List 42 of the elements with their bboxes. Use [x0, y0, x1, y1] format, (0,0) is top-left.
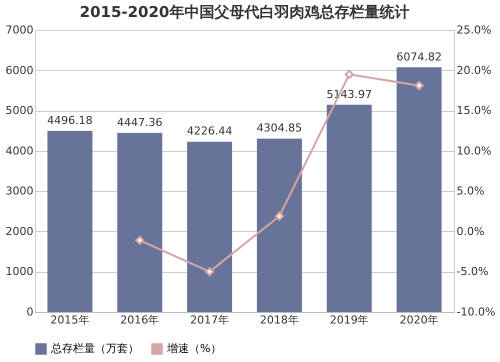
- bar: [117, 132, 162, 312]
- x-tick-label: 2018年: [260, 314, 299, 326]
- point: [414, 81, 424, 90]
- y-tick-label: 7000: [6, 24, 34, 36]
- point: [205, 267, 214, 276]
- y2-tick-label: 20.0%: [456, 64, 492, 77]
- data-label: 5143.97: [326, 88, 372, 101]
- y-tick-label: 2000: [6, 224, 34, 238]
- y-tick-label: 0: [26, 306, 34, 318]
- x-tick-label: 2019年: [330, 314, 369, 326]
- bar: [187, 142, 232, 312]
- x-tick-label: 2017年: [190, 314, 230, 326]
- data-label: 4226.44: [186, 124, 232, 138]
- y2-tick-label: 0.0%: [456, 224, 484, 238]
- x-tick-label: 2016年: [120, 314, 160, 326]
- data-label: 6074.82: [396, 50, 442, 64]
- x-tick-label: 2020年: [400, 314, 439, 326]
- point: [135, 236, 144, 245]
- y-tick-label: 3000: [6, 184, 34, 198]
- bar: [47, 130, 92, 312]
- data-label: 4304.85: [256, 122, 302, 135]
- data-label: 4496.18: [47, 114, 93, 127]
- bar: [256, 138, 302, 312]
- y-tick-label: 6000: [6, 64, 34, 77]
- y-tick-label: 1000: [6, 265, 34, 278]
- y-tick-label: 5000: [6, 104, 34, 118]
- legend-label: 总存栏量（万套）: [50, 342, 139, 355]
- y-tick-label: 4000: [6, 144, 34, 158]
- y2-tick-label: 25.0%: [456, 24, 492, 36]
- y2-tick-label: 10.0%: [456, 144, 492, 158]
- y2-tick-label: 15.0%: [456, 104, 492, 118]
- point: [344, 70, 354, 79]
- y2-tick-label: -10.0%: [456, 306, 496, 318]
- chart-title: 2015-2020年中国父母代白羽肉鸡总存栏量统计: [80, 3, 410, 21]
- y2-tick-label: 5.0%: [456, 184, 484, 198]
- legend-label: 增速（%）: [166, 342, 222, 355]
- point: [274, 212, 284, 221]
- x-tick-label: 2015年: [50, 314, 90, 326]
- data-label: 4447.36: [117, 116, 162, 129]
- bar: [326, 104, 372, 312]
- y2-tick-label: -5.0%: [456, 265, 488, 278]
- bar: [396, 67, 442, 312]
